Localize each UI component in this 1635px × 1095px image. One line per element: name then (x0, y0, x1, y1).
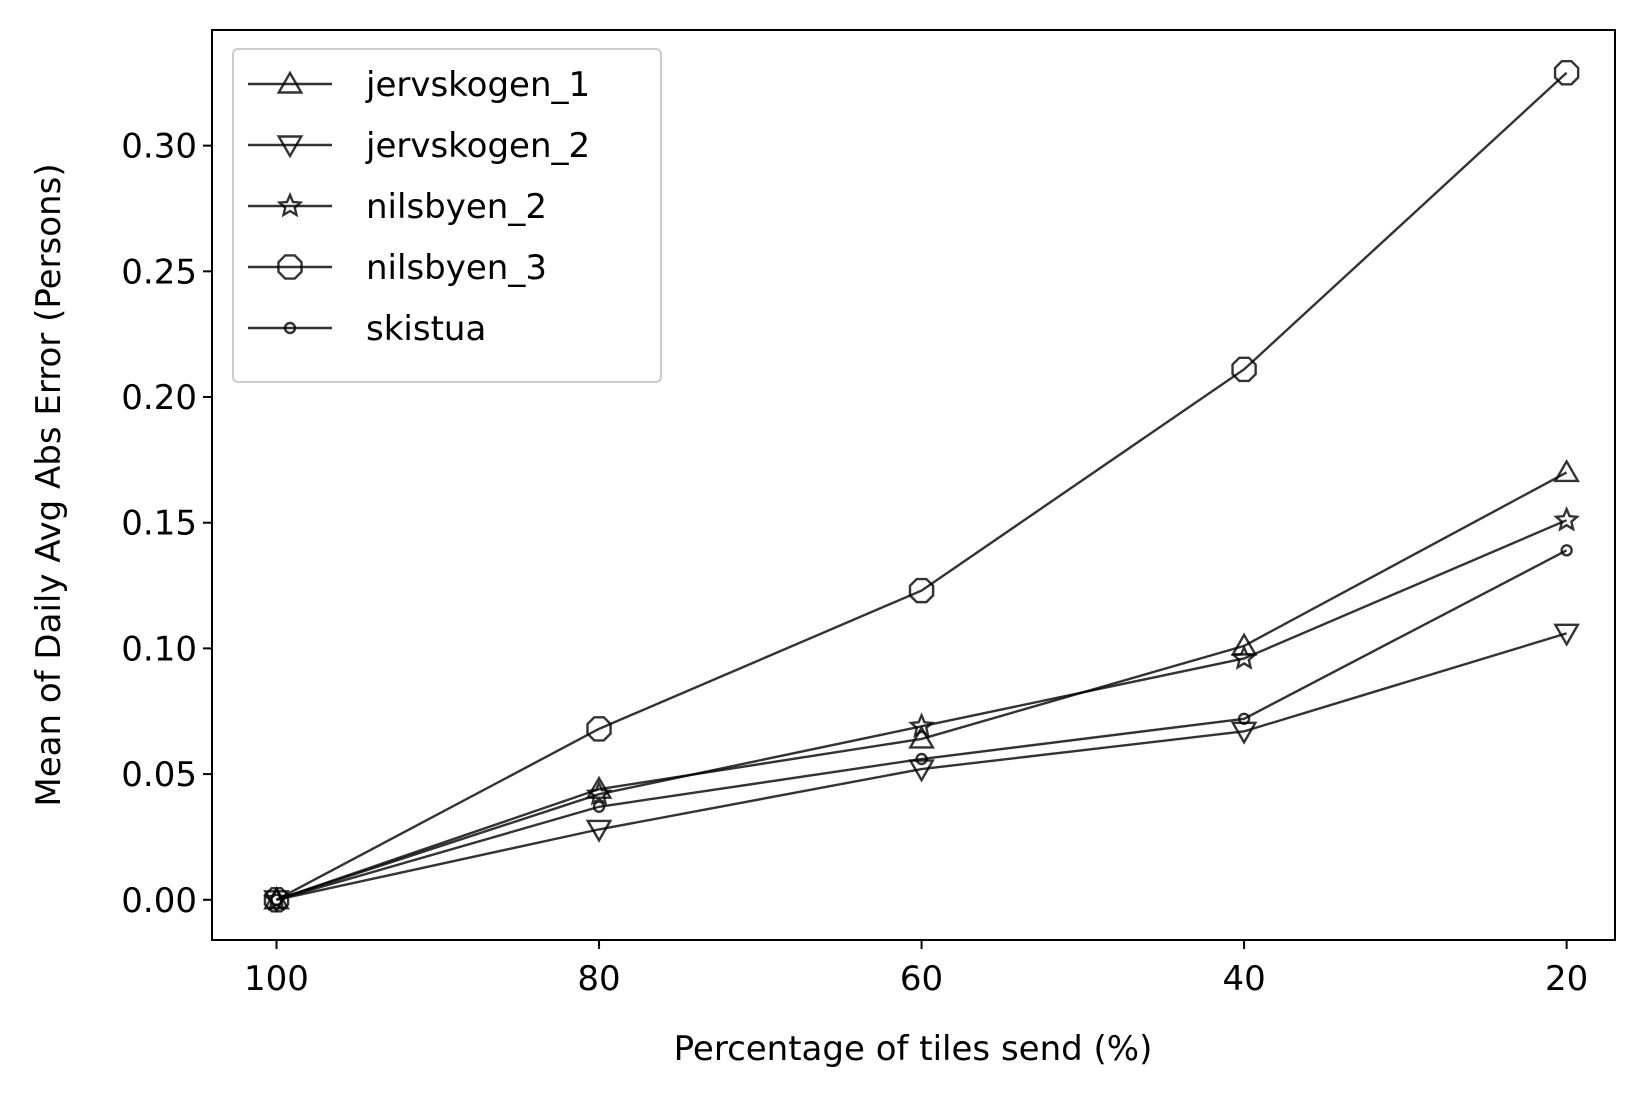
legend-marker (276, 191, 304, 218)
y-tick-label: 0.05 (121, 755, 197, 795)
y-tick-label: 0.15 (121, 504, 197, 544)
series-layer (263, 59, 1581, 914)
data-point-jervskogen_1 (908, 725, 935, 749)
data-point-skistua (1237, 712, 1251, 725)
series-line-nilsbyen_3 (275, 71, 1568, 901)
data-point-skistua (915, 752, 928, 766)
data-point-skistua (1560, 544, 1573, 557)
legend-item-skistua: skistua (248, 309, 486, 349)
legend-item-nilsbyen_2: nilsbyen_2 (248, 187, 547, 227)
y-tick-label: 0.20 (121, 378, 197, 418)
data-point-nilsbyen_2 (908, 712, 935, 738)
series-line-nilsbyen_2 (276, 519, 1568, 901)
y-tick-label: 0.25 (121, 252, 197, 292)
legend-label: nilsbyen_2 (366, 187, 547, 227)
legend-item-jervskogen_1: jervskogen_1 (248, 65, 590, 105)
legend-label: nilsbyen_3 (366, 248, 547, 288)
y-axis-label: Mean of Daily Avg Abs Error (Persons) (29, 163, 69, 806)
data-point-jervskogen_2 (1553, 623, 1580, 647)
data-point-jervskogen_1 (1230, 632, 1258, 656)
series-skistua (270, 544, 1573, 906)
legend-marker (277, 254, 303, 280)
series-nilsbyen_3 (263, 59, 1580, 913)
x-tick-label: 40 (1222, 959, 1265, 999)
y-axis: 0.00 0.05 0.10 0.15 0.20 0.25 0.30 (121, 127, 212, 921)
legend-box (232, 48, 662, 383)
legend: jervskogen_1 jervskogen_2 nilsbyen_2nilsby… (232, 48, 662, 383)
series-line-jervskogen_2 (276, 632, 1567, 901)
data-point-nilsbyen_2 (1230, 644, 1258, 670)
legend-item-nilsbyen_3: nilsbyen_3 (248, 248, 547, 288)
series-line-jervskogen_1 (276, 471, 1568, 901)
data-point-jervskogen_1 (1553, 459, 1580, 483)
series-line-skistua (276, 549, 1568, 901)
x-axis-label: Percentage of tiles send (%) (674, 1029, 1153, 1069)
data-point-jervskogen_2 (908, 759, 935, 783)
legend-label: skistua (366, 309, 486, 349)
legend-marker (276, 70, 304, 94)
data-point-nilsbyen_3 (586, 716, 612, 742)
x-axis: 100 80 60 40 20 (244, 940, 1588, 999)
data-point-nilsbyen_3 (263, 887, 290, 913)
x-tick-label: 60 (900, 959, 943, 999)
data-point-nilsbyen_3 (908, 577, 935, 604)
data-point-nilsbyen_2 (585, 780, 613, 806)
data-point-nilsbyen_3 (1231, 356, 1257, 383)
x-tick-label: 80 (577, 959, 620, 999)
data-point-nilsbyen_3 (1553, 59, 1580, 86)
x-tick-label: 100 (244, 959, 309, 999)
legend-marker (283, 321, 297, 335)
legend-marker (276, 135, 304, 159)
y-tick-label: 0.00 (121, 881, 197, 921)
data-point-skistua (270, 893, 283, 906)
legend-item-jervskogen_2: jervskogen_2 (248, 126, 590, 166)
y-tick-label: 0.10 (121, 629, 197, 669)
y-tick-label: 0.30 (121, 127, 197, 167)
data-point-jervskogen_2 (585, 819, 613, 843)
x-tick-label: 20 (1545, 959, 1588, 999)
data-point-jervskogen_1 (585, 775, 613, 799)
data-point-skistua (592, 800, 606, 813)
legend-label: jervskogen_2 (365, 126, 590, 166)
legend-label: jervskogen_1 (365, 65, 590, 105)
data-point-nilsbyen_2 (1553, 506, 1581, 532)
